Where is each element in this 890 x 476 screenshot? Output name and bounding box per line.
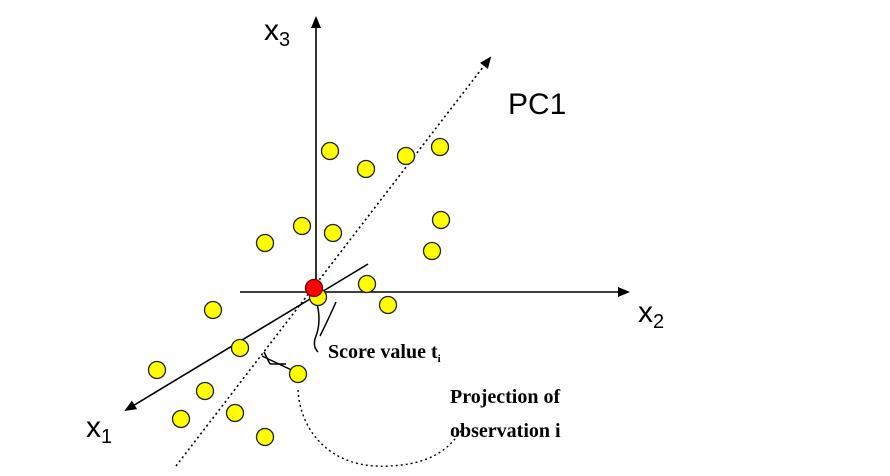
data-point: [430, 137, 450, 157]
data-point: [357, 274, 377, 294]
data-points: [147, 137, 451, 447]
pc1-line: [175, 56, 492, 467]
data-point: [356, 159, 376, 179]
projection-label-line2: observation i: [450, 420, 561, 442]
x2-axis-label: x2: [638, 296, 664, 333]
data-point: [292, 216, 312, 236]
data-point: [171, 409, 191, 429]
data-point: [203, 300, 223, 320]
data-point: [396, 146, 416, 166]
x3-axis-label: x3: [264, 14, 290, 51]
data-point: [378, 295, 398, 315]
bracket: [263, 351, 286, 365]
data-point: [195, 381, 215, 401]
data-point: [431, 210, 451, 230]
data-point: [230, 338, 250, 358]
score-value-label: Score value ti: [328, 341, 441, 365]
data-point: [288, 364, 308, 384]
data-point: [225, 403, 245, 423]
data-point: [422, 241, 442, 261]
x1-axis: [124, 263, 369, 412]
data-point: [323, 223, 343, 243]
x1-axis-label: x1: [86, 411, 112, 448]
data-point: [147, 360, 167, 380]
score-brace: [313, 299, 320, 353]
projection-label-line1: Projection of: [450, 386, 560, 408]
pc1-label: PC1: [508, 88, 566, 121]
data-point: [255, 233, 275, 253]
projection-pointer: [297, 389, 465, 467]
data-point: [320, 141, 340, 161]
score-brace-arm: [319, 301, 337, 337]
data-point: [255, 427, 275, 447]
center-point: [304, 278, 324, 298]
